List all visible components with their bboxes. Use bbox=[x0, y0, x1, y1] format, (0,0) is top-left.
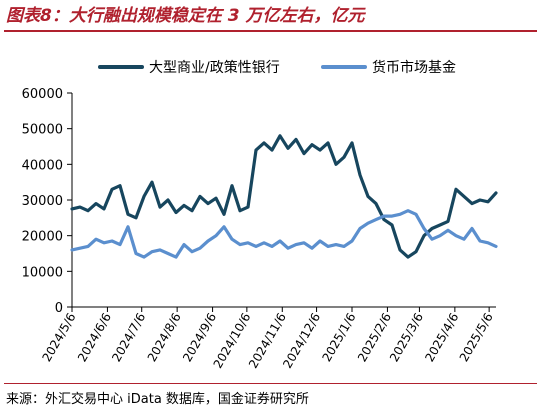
x-tick-label: 2025/4/6 bbox=[422, 311, 461, 365]
x-tick-label: 2024/9/6 bbox=[180, 311, 219, 365]
x-tick-label: 2024/8/6 bbox=[145, 311, 184, 365]
line-chart: 大型商业/政策性银行 货币市场基金 0 10000 20000 30000 40000 50… bbox=[22, 59, 498, 371]
chart-title: 图表8：大行融出规模稳定在 3 万亿左右，亿元 bbox=[6, 6, 365, 26]
source-note: 来源：外汇交易中心 iData 数据库，国金证券研究所 bbox=[6, 392, 309, 407]
y-tick-label: 0 bbox=[55, 301, 63, 316]
x-tick-label: 2025/1/6 bbox=[320, 311, 359, 365]
chart-legend: 大型商业/政策性银行 货币市场基金 bbox=[98, 59, 456, 76]
x-axis: 2024/5/62024/6/62024/7/62024/8/62024/9/6… bbox=[40, 306, 496, 371]
series-line-money-market-funds bbox=[70, 209, 498, 259]
y-axis: 0 10000 20000 30000 40000 50000 60000 bbox=[22, 87, 73, 316]
y-tick-label: 10000 bbox=[22, 265, 63, 280]
legend-label: 大型商业/政策性银行 bbox=[149, 59, 280, 76]
source-divider bbox=[4, 383, 537, 384]
plot-series bbox=[70, 134, 498, 259]
x-tick-label: 2025/5/6 bbox=[457, 310, 496, 364]
legend-label: 货币市场基金 bbox=[372, 59, 456, 76]
y-tick-label: 50000 bbox=[22, 123, 63, 138]
y-tick-label: 30000 bbox=[22, 194, 63, 209]
x-tick-label: 2024/5/6 bbox=[40, 311, 79, 365]
y-tick-label: 60000 bbox=[22, 87, 63, 102]
series-line-large-banks bbox=[70, 134, 498, 259]
x-tick-label: 2024/6/6 bbox=[75, 311, 114, 365]
title-underline bbox=[4, 30, 537, 32]
y-tick-label: 20000 bbox=[22, 230, 63, 245]
y-tick-label: 40000 bbox=[22, 158, 63, 173]
x-tick-label: 2024/7/6 bbox=[109, 311, 148, 365]
